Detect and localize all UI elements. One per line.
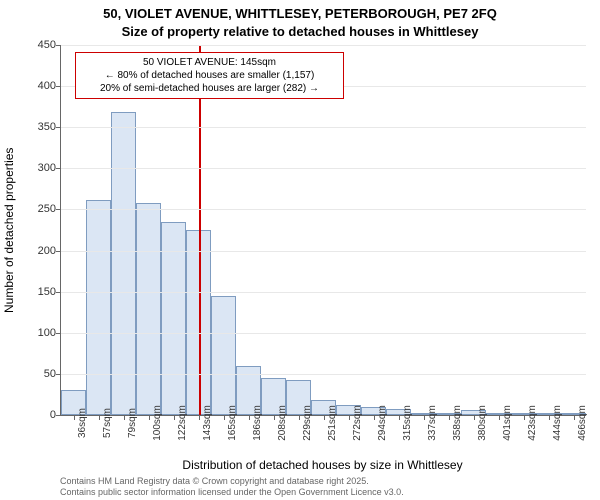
gridline — [61, 168, 586, 169]
xtick-mark — [249, 415, 250, 420]
xtick-mark — [299, 415, 300, 420]
xtick-mark — [374, 415, 375, 420]
xtick-label: 401sqm — [502, 405, 513, 441]
xtick-mark — [524, 415, 525, 420]
xtick-mark — [124, 415, 125, 420]
gridline — [61, 251, 586, 252]
plot-area — [60, 45, 586, 416]
xtick-mark — [574, 415, 575, 420]
xtick-label: 466sqm — [577, 405, 588, 441]
y-axis-label: Number of detached properties — [2, 147, 16, 312]
xtick-label: 423sqm — [527, 405, 538, 441]
xtick-mark — [474, 415, 475, 420]
xtick-mark — [149, 415, 150, 420]
histogram-bar — [211, 296, 236, 415]
reference-line — [199, 45, 201, 415]
xtick-mark — [349, 415, 350, 420]
ytick-label: 350 — [16, 121, 56, 133]
histogram-bar — [86, 200, 111, 415]
gridline — [61, 45, 586, 46]
ytick-label: 0 — [16, 409, 56, 421]
ytick-label: 150 — [16, 286, 56, 298]
xtick-label: 100sqm — [152, 405, 163, 441]
gridline — [61, 374, 586, 375]
histogram-bar — [111, 112, 136, 415]
xtick-label: 444sqm — [552, 405, 563, 441]
chart-title-line1: 50, VIOLET AVENUE, WHITTLESEY, PETERBORO… — [0, 6, 600, 21]
xtick-label: 294sqm — [377, 405, 388, 441]
ytick-mark — [56, 168, 61, 169]
xtick-label: 229sqm — [302, 405, 313, 441]
ytick-mark — [56, 415, 61, 416]
xtick-mark — [549, 415, 550, 420]
xtick-mark — [224, 415, 225, 420]
xtick-label: 251sqm — [327, 405, 338, 441]
xtick-label: 57sqm — [102, 408, 113, 438]
xtick-mark — [199, 415, 200, 420]
ytick-mark — [56, 45, 61, 46]
xtick-label: 337sqm — [427, 405, 438, 441]
ytick-mark — [56, 374, 61, 375]
xtick-label: 272sqm — [352, 405, 363, 441]
xtick-label: 143sqm — [202, 405, 213, 441]
xtick-label: 380sqm — [477, 405, 488, 441]
xtick-label: 358sqm — [452, 405, 463, 441]
x-axis-label: Distribution of detached houses by size … — [60, 458, 585, 472]
ytick-mark — [56, 251, 61, 252]
ytick-mark — [56, 127, 61, 128]
ytick-label: 250 — [16, 203, 56, 215]
annotation-line3: 20% of semi-detached houses are larger (… — [82, 82, 337, 95]
gridline — [61, 333, 586, 334]
xtick-mark — [74, 415, 75, 420]
xtick-mark — [174, 415, 175, 420]
xtick-label: 122sqm — [177, 405, 188, 441]
ytick-label: 50 — [16, 368, 56, 380]
xtick-mark — [99, 415, 100, 420]
annotation-line2: ← 80% of detached houses are smaller (1,… — [82, 69, 337, 82]
xtick-label: 208sqm — [277, 405, 288, 441]
xtick-label: 165sqm — [227, 405, 238, 441]
chart-container: 50, VIOLET AVENUE, WHITTLESEY, PETERBORO… — [0, 0, 600, 500]
xtick-label: 79sqm — [127, 408, 138, 438]
xtick-label: 186sqm — [252, 405, 263, 441]
gridline — [61, 292, 586, 293]
xtick-mark — [274, 415, 275, 420]
ytick-label: 450 — [16, 39, 56, 51]
xtick-mark — [499, 415, 500, 420]
chart-title-line2: Size of property relative to detached ho… — [0, 24, 600, 39]
xtick-mark — [449, 415, 450, 420]
gridline — [61, 127, 586, 128]
footnote-line2: Contains public sector information licen… — [60, 487, 404, 498]
xtick-mark — [399, 415, 400, 420]
footnote: Contains HM Land Registry data © Crown c… — [60, 476, 404, 498]
bars-group — [61, 45, 586, 415]
gridline — [61, 209, 586, 210]
ytick-mark — [56, 292, 61, 293]
ytick-mark — [56, 86, 61, 87]
annotation-box: 50 VIOLET AVENUE: 145sqm ← 80% of detach… — [75, 52, 344, 99]
ytick-label: 300 — [16, 162, 56, 174]
ytick-label: 100 — [16, 327, 56, 339]
ytick-mark — [56, 209, 61, 210]
ytick-label: 200 — [16, 245, 56, 257]
ytick-mark — [56, 333, 61, 334]
xtick-mark — [324, 415, 325, 420]
ytick-label: 400 — [16, 80, 56, 92]
xtick-mark — [424, 415, 425, 420]
annotation-line1: 50 VIOLET AVENUE: 145sqm — [82, 56, 337, 69]
xtick-label: 36sqm — [77, 408, 88, 438]
xtick-label: 315sqm — [402, 405, 413, 441]
histogram-bar — [136, 203, 161, 415]
footnote-line1: Contains HM Land Registry data © Crown c… — [60, 476, 404, 487]
